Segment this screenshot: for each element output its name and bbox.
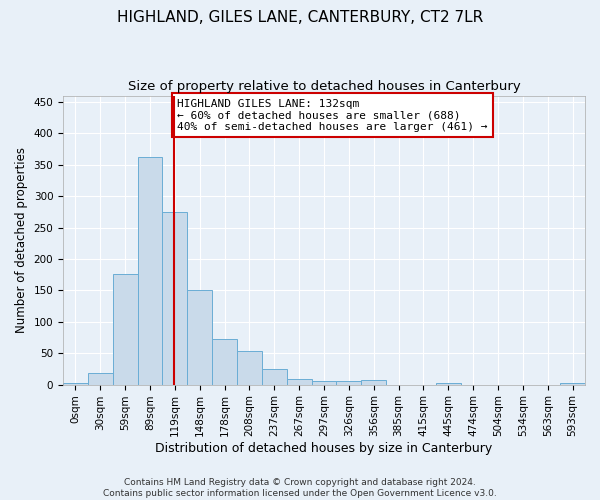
Bar [237, 350, 262, 384]
Bar [113, 274, 137, 384]
Bar [212, 340, 237, 384]
Text: HIGHLAND, GILES LANE, CANTERBURY, CT2 7LR: HIGHLAND, GILES LANE, CANTERBURY, CT2 7L… [117, 10, 483, 25]
Bar [163, 212, 187, 384]
Bar [361, 380, 386, 384]
Bar [436, 382, 461, 384]
Bar [137, 156, 163, 384]
Text: HIGHLAND GILES LANE: 132sqm
← 60% of detached houses are smaller (688)
40% of se: HIGHLAND GILES LANE: 132sqm ← 60% of det… [178, 98, 488, 132]
Text: Contains HM Land Registry data © Crown copyright and database right 2024.
Contai: Contains HM Land Registry data © Crown c… [103, 478, 497, 498]
Bar [337, 382, 361, 384]
Bar [311, 381, 337, 384]
X-axis label: Distribution of detached houses by size in Canterbury: Distribution of detached houses by size … [155, 442, 493, 455]
Title: Size of property relative to detached houses in Canterbury: Size of property relative to detached ho… [128, 80, 520, 93]
Bar [88, 374, 113, 384]
Bar [262, 369, 287, 384]
Bar [287, 379, 311, 384]
Y-axis label: Number of detached properties: Number of detached properties [15, 147, 28, 333]
Bar [187, 290, 212, 384]
